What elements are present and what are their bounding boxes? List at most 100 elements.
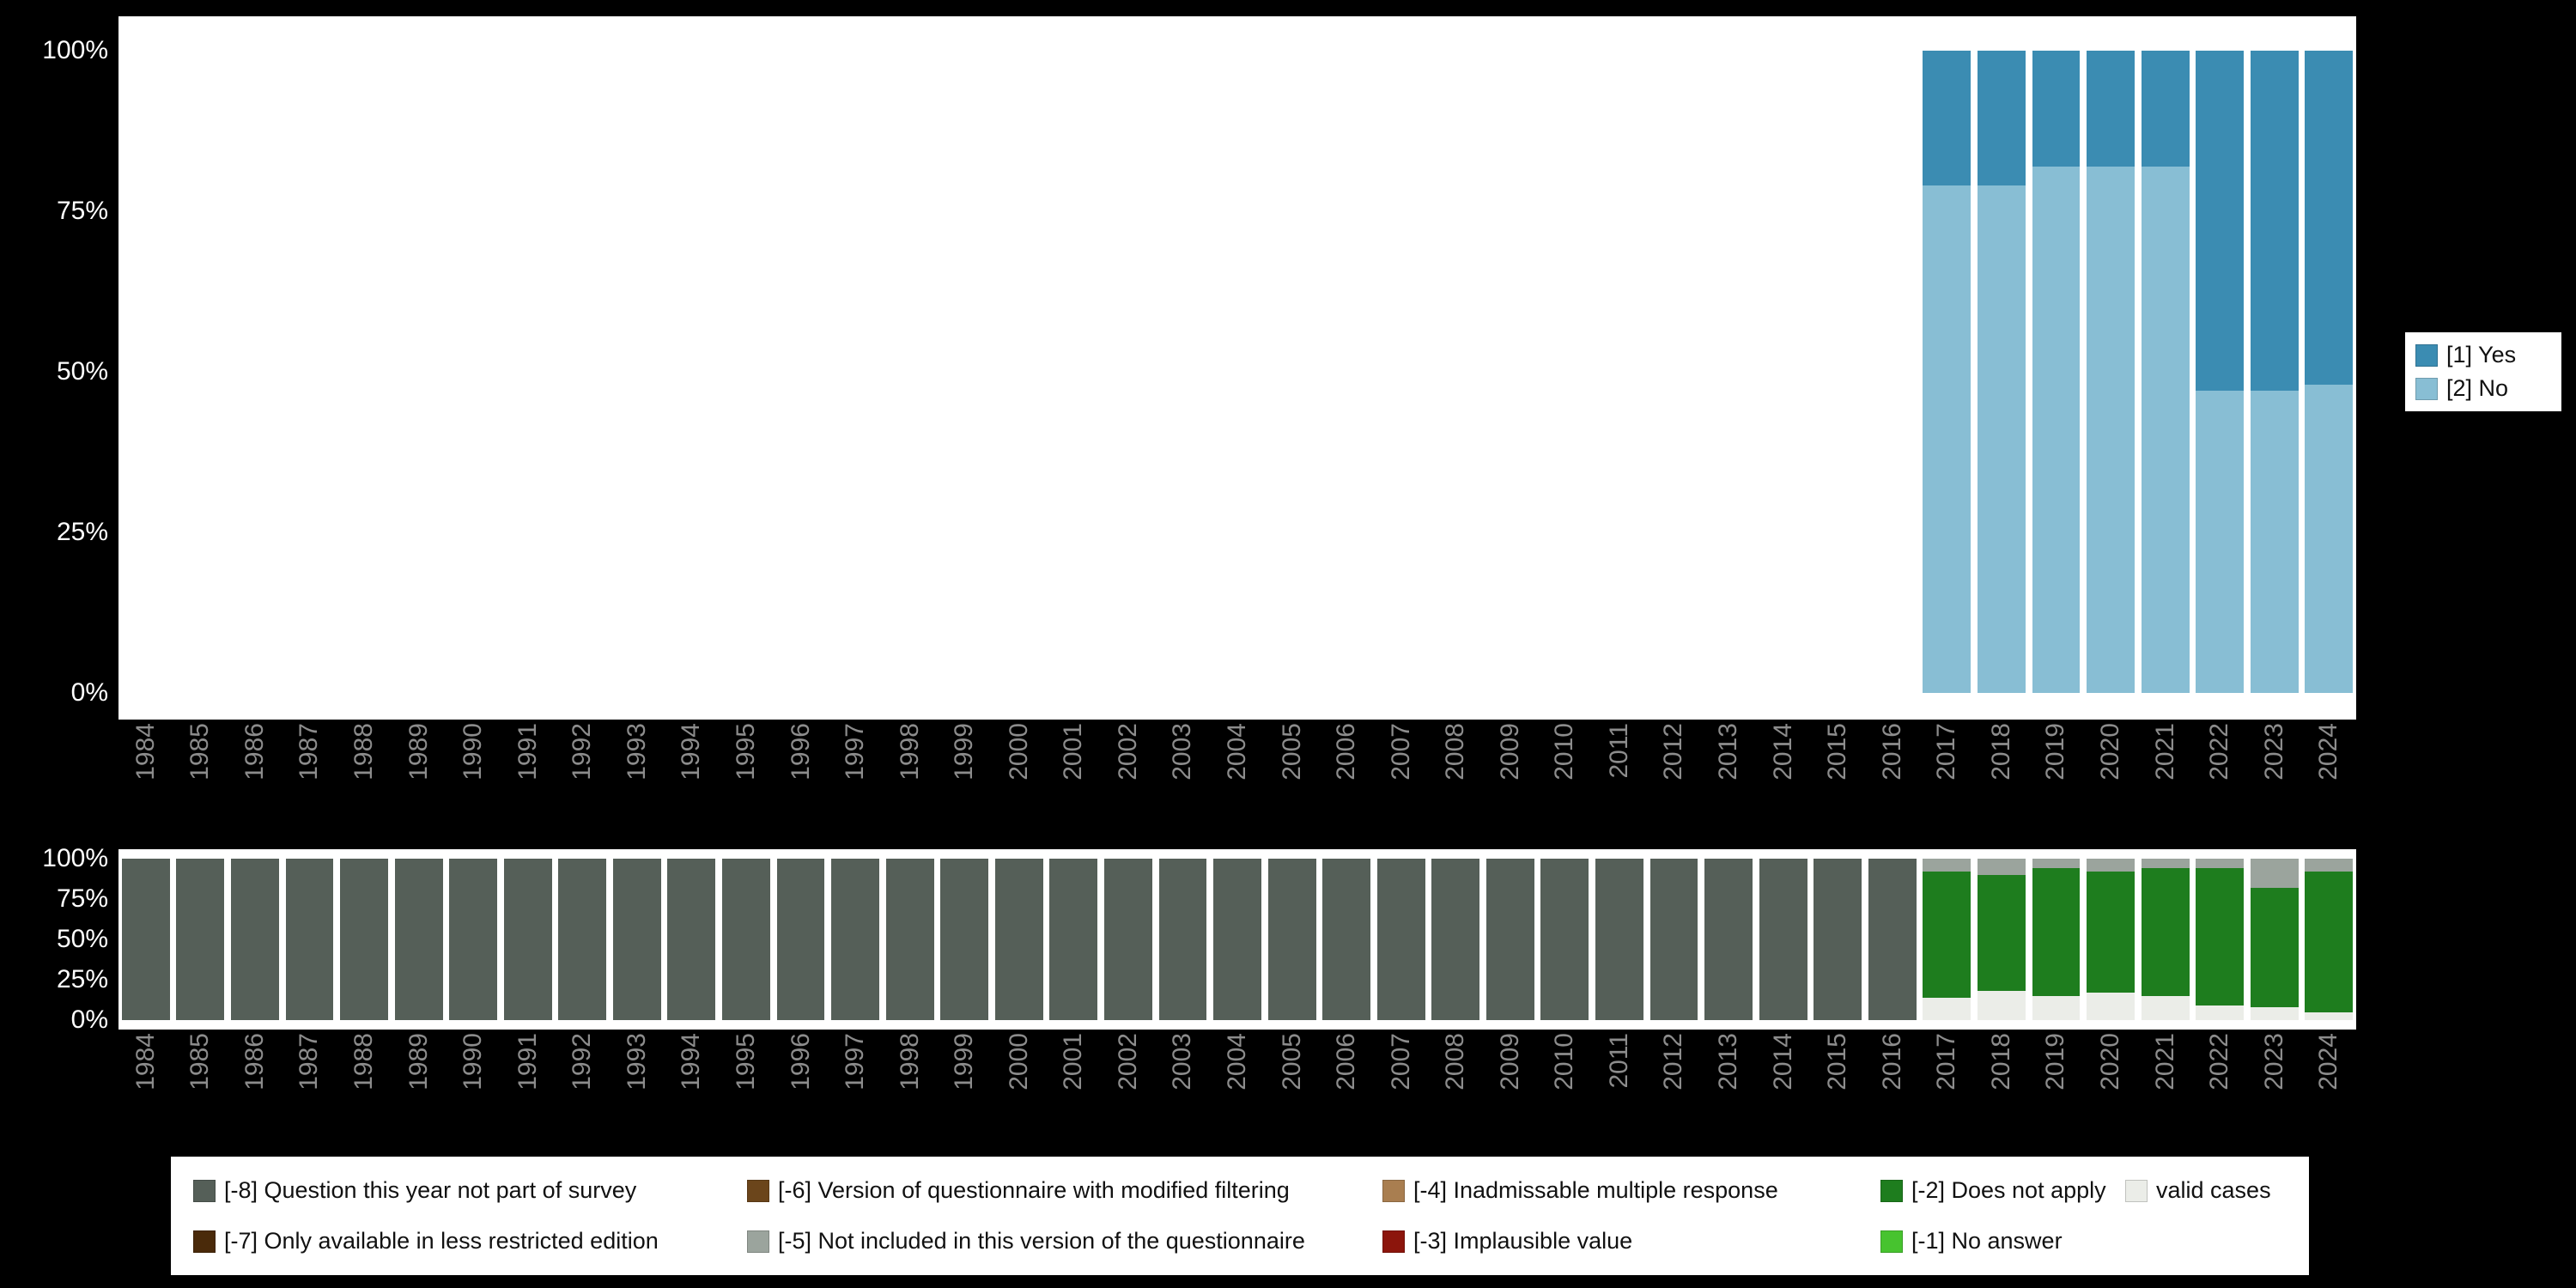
year-slot-2017 [1920, 859, 1975, 1020]
x-axis-label-2022: 2022 [2205, 1033, 2234, 1091]
x-axis-label-2021: 2021 [2150, 1033, 2179, 1091]
stacked-bar-2012 [1649, 859, 1698, 1020]
bar-segment [1923, 185, 1971, 693]
year-slot-2005 [1265, 51, 1320, 693]
x-axis-label-1987: 1987 [295, 1033, 324, 1091]
x-axis-label-1996: 1996 [786, 1033, 815, 1091]
bar-segment [940, 859, 989, 1020]
stacked-bar-1995 [722, 859, 770, 1020]
bar-segment [2141, 166, 2190, 693]
x-axis-label-2023: 2023 [2259, 723, 2288, 781]
year-slot-1994 [665, 51, 720, 693]
bar-segment [1595, 859, 1643, 1020]
year-slot-2007 [1374, 859, 1429, 1020]
year-slot-2006 [1319, 859, 1374, 1020]
bar-segment [2196, 868, 2245, 1006]
y-axis-label: 0% [70, 678, 108, 707]
year-slot-1998 [883, 859, 938, 1020]
bar-segment [2087, 872, 2135, 993]
x-axis-label-1992: 1992 [568, 1033, 597, 1091]
stacked-bar-2004 [1213, 859, 1261, 1020]
year-slot-1991 [501, 859, 556, 1020]
year-slot-2000 [992, 859, 1047, 1020]
bar-segment [1977, 51, 2026, 186]
x-axis-label-1994: 1994 [677, 1033, 706, 1091]
year-slot-1989 [392, 859, 447, 1020]
legend-item: [-4] Inadmissable multiple response [1382, 1177, 1880, 1204]
legend-swatch-icon [193, 1230, 216, 1253]
stacked-bar-1984 [122, 51, 170, 693]
x-axis-label-2022: 2022 [2205, 723, 2234, 781]
bar-segment [2305, 1012, 2354, 1020]
stacked-bar-2007 [1377, 51, 1425, 693]
bar-segment [831, 859, 880, 1020]
x-axis-label-1997: 1997 [841, 723, 870, 781]
bar-segment [2250, 859, 2299, 888]
bar-segment [1103, 859, 1152, 1020]
y-axis-label: 25% [56, 518, 108, 546]
stacked-bar-2021 [2141, 51, 2190, 693]
bar-segment [2032, 166, 2081, 693]
x-axis-label-1999: 1999 [950, 723, 979, 781]
year-slot-1992 [556, 859, 611, 1020]
bar-segment [1868, 859, 1917, 1020]
x-axis-label-2016: 2016 [1877, 1033, 1906, 1091]
stacked-bar-1991 [504, 51, 552, 693]
stacked-bar-1991 [503, 859, 552, 1020]
year-slot-2012 [1647, 859, 1702, 1020]
year-slot-2002 [1101, 51, 1156, 693]
stacked-bar-1999 [940, 51, 988, 693]
legend-label: [-1] No answer [1911, 1228, 2063, 1254]
stacked-bar-2008 [1431, 859, 1480, 1020]
bar-segment [994, 859, 1043, 1020]
stacked-bar-1989 [395, 51, 443, 693]
x-axis-label-1984: 1984 [131, 1033, 160, 1091]
bar-segment [2141, 868, 2190, 996]
year-slot-1999 [937, 859, 992, 1020]
year-slot-2020 [2083, 51, 2138, 693]
bar-segment [2087, 51, 2135, 167]
stacked-bar-2019 [2032, 51, 2081, 693]
x-axis-label-1995: 1995 [731, 1033, 760, 1091]
bar-segment [2032, 995, 2081, 1020]
year-slot-2013 [1701, 859, 1756, 1020]
year-slot-1988 [337, 51, 392, 693]
x-axis-label-1989: 1989 [404, 723, 433, 781]
year-slot-2019 [2029, 859, 2084, 1020]
x-axis-label-2000: 2000 [1004, 1033, 1033, 1091]
legend-item: [-7] Only available in less restricted e… [193, 1228, 747, 1255]
x-axis-label-2007: 2007 [1386, 723, 1415, 781]
year-slot-2005 [1265, 859, 1320, 1020]
year-slot-2001 [1047, 859, 1102, 1020]
year-slot-1995 [719, 859, 774, 1020]
legend-item: [-8] Question this year not part of surv… [193, 1177, 747, 1204]
missing-chart-panel [118, 849, 2356, 1030]
bar-segment [2141, 51, 2190, 167]
bar-segment [1485, 859, 1534, 1020]
year-slot-1984 [118, 859, 173, 1020]
stacked-bar-2015 [1814, 859, 1862, 1020]
bar-segment [885, 859, 934, 1020]
stacked-bar-2003 [1159, 51, 1207, 693]
legend-swatch-icon [2415, 377, 2438, 400]
year-slot-1993 [610, 859, 665, 1020]
x-axis-label-1988: 1988 [349, 1033, 379, 1091]
bar-segment [2196, 1005, 2245, 1020]
stacked-bar-2023 [2250, 51, 2299, 693]
year-slot-2002 [1101, 859, 1156, 1020]
bar-segment [1977, 991, 2026, 1020]
y-axis-label: 100% [42, 36, 108, 64]
year-slot-2018 [1974, 859, 2029, 1020]
x-axis-label-2009: 2009 [1495, 723, 1524, 781]
stacked-bar-2009 [1486, 51, 1534, 693]
x-axis-label-1992: 1992 [568, 723, 597, 781]
frequency-chart-panel [118, 16, 2356, 720]
y-axis-label: 75% [56, 197, 108, 225]
x-axis-label-2014: 2014 [1768, 1033, 1797, 1091]
x-axis-label-1997: 1997 [841, 1033, 870, 1091]
year-slot-2008 [1429, 51, 1484, 693]
legend-swatch-icon [747, 1230, 769, 1253]
stacked-bar-1990 [449, 51, 497, 693]
bar-segment [1814, 859, 1862, 1020]
stacked-bar-2002 [1104, 51, 1152, 693]
